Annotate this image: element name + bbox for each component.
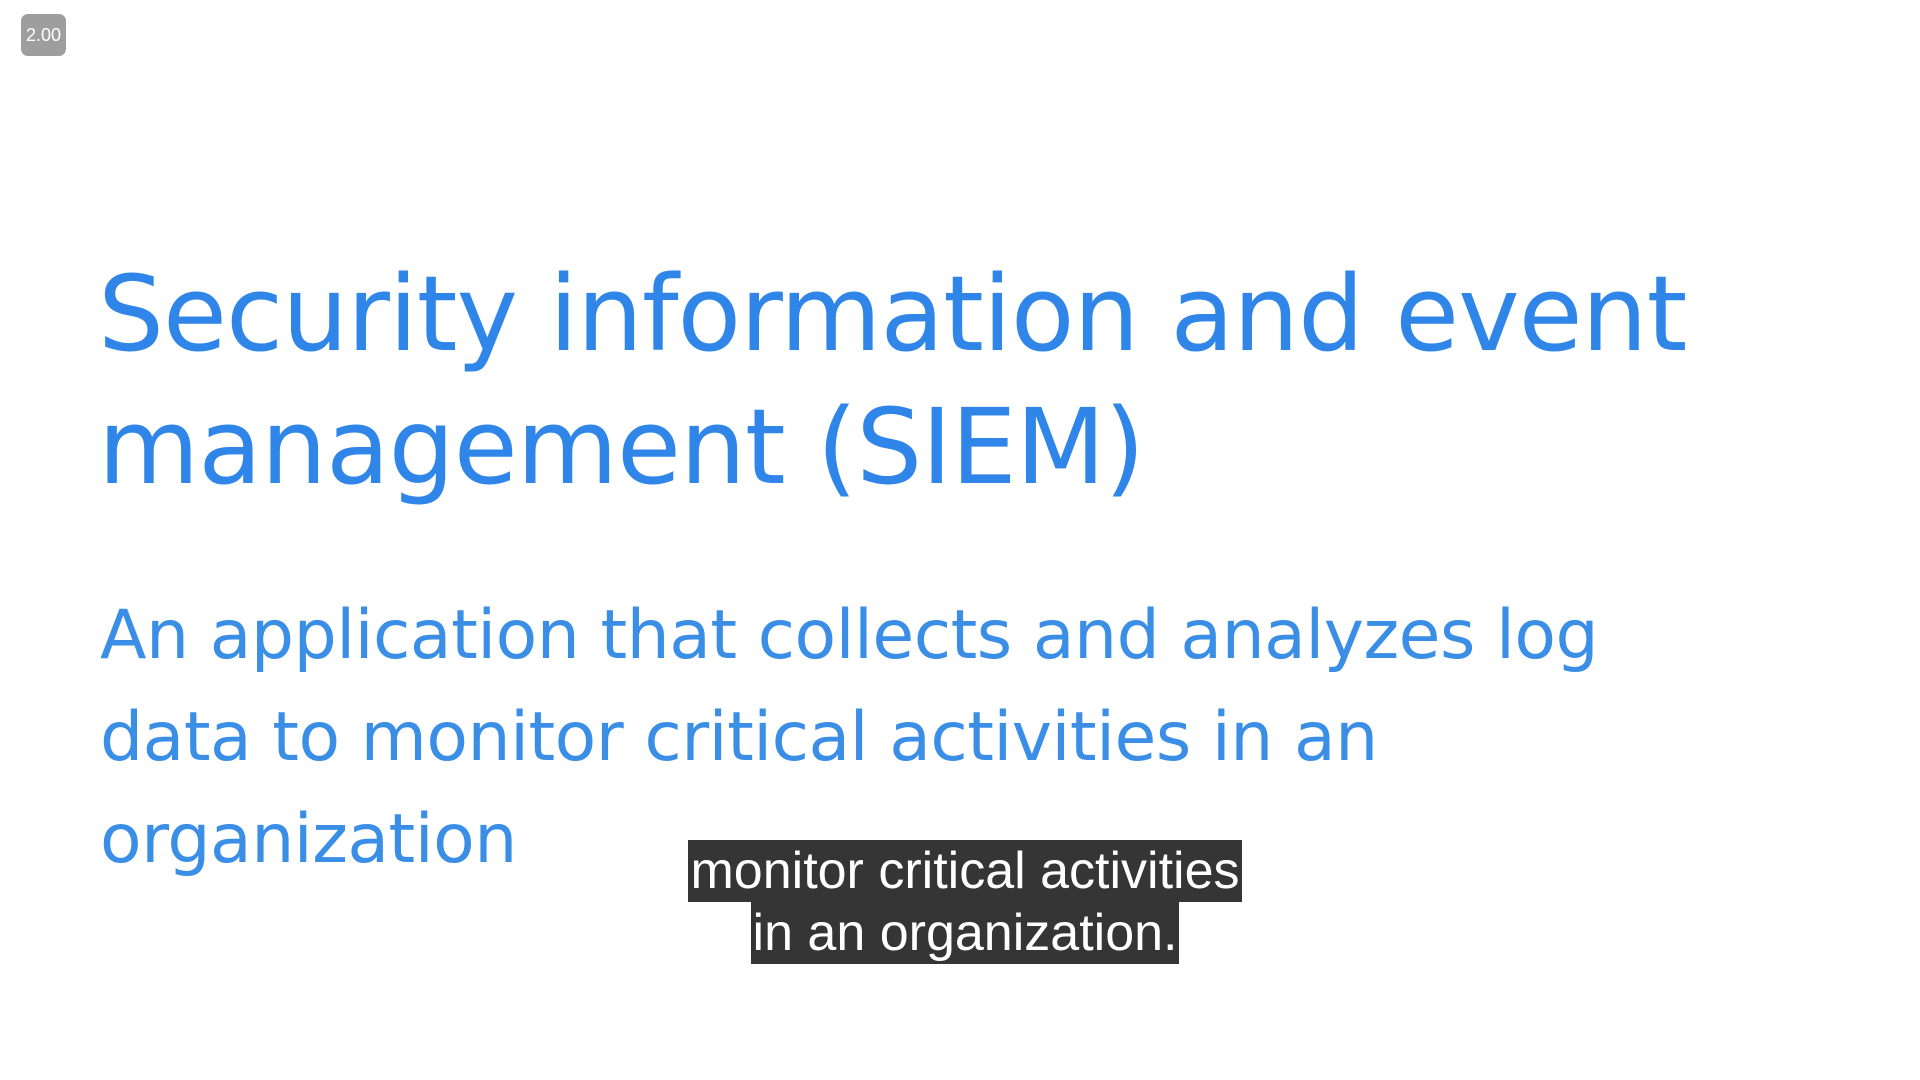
caption-line-1: monitor critical activities: [688, 840, 1242, 902]
slide-title-line-2: management (SIEM): [98, 386, 1145, 508]
closed-captions: monitor critical activities in an organi…: [560, 840, 1370, 964]
slide-body-line-3: organization: [100, 800, 517, 879]
slide-body-line-2: data to monitor critical activities in a…: [100, 698, 1378, 777]
slide-title-line-1: Security information and event: [98, 253, 1687, 375]
caption-line-2: in an organization.: [750, 902, 1180, 964]
playback-speed-badge[interactable]: 2.00: [21, 14, 66, 56]
slide-definition: An application that collects and analyze…: [100, 585, 1740, 891]
slide-title: Security information and event managemen…: [98, 248, 1818, 514]
slide-body-line-1: An application that collects and analyze…: [100, 596, 1599, 675]
